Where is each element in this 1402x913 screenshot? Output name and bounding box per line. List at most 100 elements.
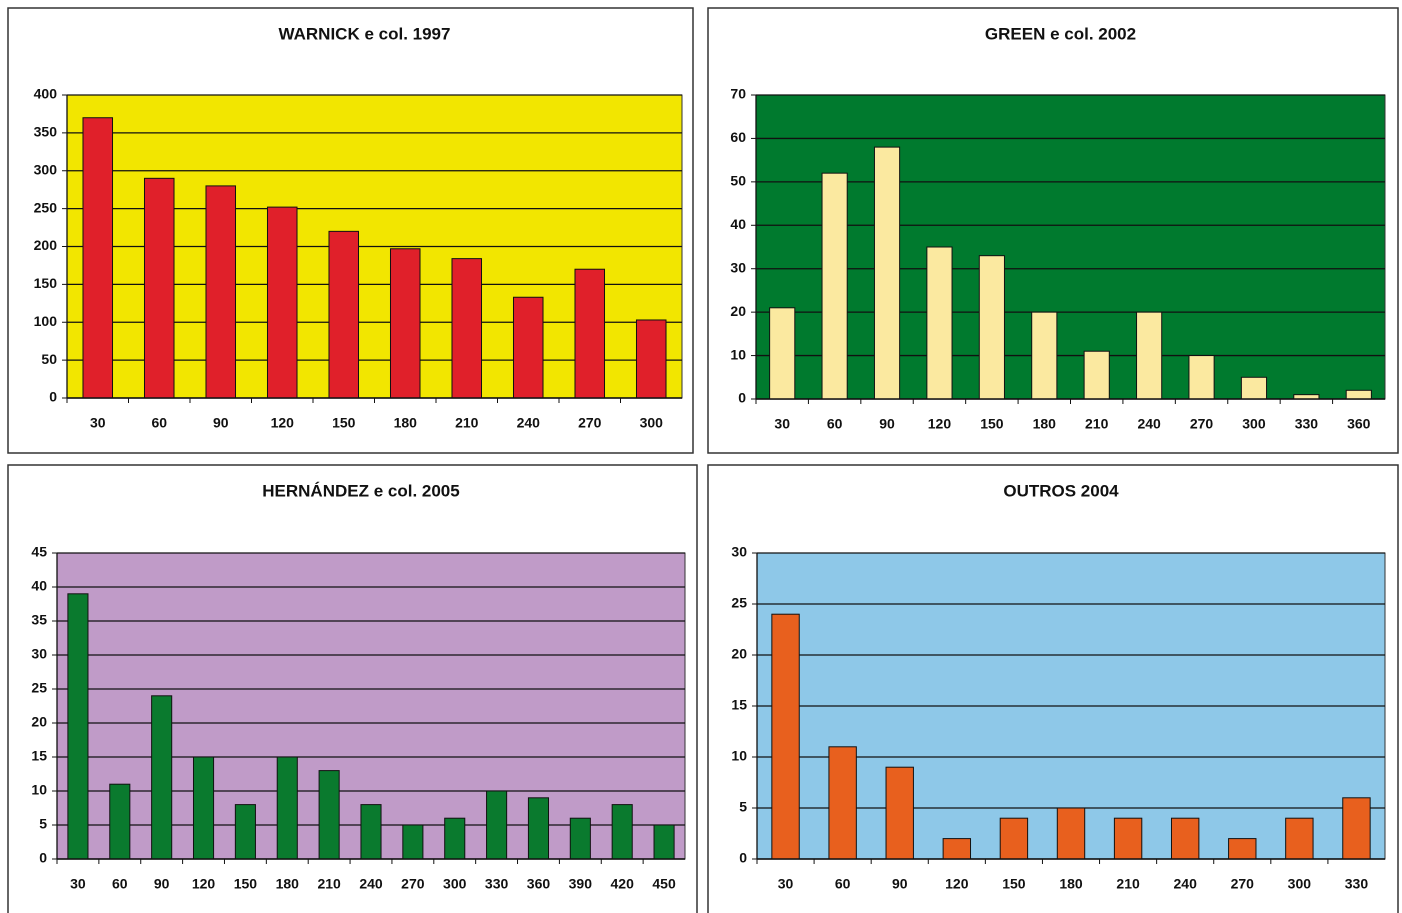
x-tick-label: 180 [394, 415, 418, 431]
x-tick-label: 180 [1059, 876, 1083, 892]
x-tick-label: 60 [112, 876, 128, 892]
bar [192, 756, 215, 860]
bar [360, 804, 382, 860]
y-tick-label: 10 [730, 346, 746, 362]
x-tick-label: 300 [640, 415, 664, 431]
chart-title: GREEN e col. 2002 [985, 24, 1136, 43]
bar [67, 593, 89, 860]
bar [635, 319, 667, 399]
x-tick-label: 450 [652, 876, 676, 892]
x-tick-label: 90 [213, 415, 229, 431]
x-tick-label: 270 [401, 876, 425, 892]
y-tick-label: 5 [739, 799, 747, 815]
x-tick-label: 120 [271, 415, 295, 431]
x-tick-label: 210 [455, 415, 479, 431]
bar [328, 230, 360, 399]
x-tick-label: 90 [879, 416, 895, 432]
y-tick-label: 350 [34, 124, 58, 140]
x-tick-label: 420 [611, 876, 635, 892]
bar [1170, 817, 1200, 860]
x-tick-label: 60 [151, 415, 167, 431]
y-tick-label: 70 [730, 86, 746, 102]
x-tick-label: 150 [332, 415, 356, 431]
x-tick-label: 240 [359, 876, 383, 892]
x-tick-label: 60 [827, 416, 843, 432]
x-tick-label: 30 [774, 416, 790, 432]
y-tick-label: 25 [31, 680, 47, 696]
y-tick-label: 30 [730, 259, 746, 275]
bar [574, 268, 606, 399]
y-tick-label: 30 [731, 544, 747, 560]
y-tick-label: 20 [730, 303, 746, 319]
x-tick-label: 240 [1137, 416, 1161, 432]
x-tick-label: 90 [154, 876, 170, 892]
bar [266, 206, 298, 399]
bar [1345, 389, 1372, 400]
bar [82, 117, 114, 399]
bar [318, 770, 340, 860]
y-tick-label: 400 [34, 86, 58, 102]
bar [771, 613, 800, 860]
x-tick-label: 270 [1190, 416, 1214, 432]
bar [1136, 311, 1163, 400]
bar [151, 695, 173, 860]
bar [1228, 838, 1257, 860]
y-tick-label: 50 [730, 173, 746, 189]
bar [1285, 817, 1314, 860]
bar [389, 248, 421, 399]
x-tick-label: 300 [1242, 416, 1266, 432]
bar [1240, 376, 1268, 400]
bar [942, 838, 972, 860]
y-tick-label: 150 [34, 275, 58, 291]
y-tick-label: 10 [731, 748, 747, 764]
plot-area [755, 94, 1386, 400]
x-tick-label: 30 [778, 876, 794, 892]
x-tick-label: 30 [70, 876, 86, 892]
y-tick-label: 250 [34, 199, 58, 215]
bar [569, 817, 591, 860]
x-tick-label: 90 [892, 876, 908, 892]
bar [1056, 807, 1086, 860]
x-tick-label: 270 [578, 415, 602, 431]
x-tick-label: 150 [980, 416, 1004, 432]
x-tick-label: 300 [443, 876, 467, 892]
bar [143, 177, 175, 399]
bar [402, 824, 424, 860]
y-tick-label: 0 [738, 390, 746, 406]
y-tick-label: 0 [739, 850, 747, 866]
y-tick-label: 0 [39, 850, 47, 866]
y-tick-label: 45 [31, 544, 47, 560]
x-tick-label: 270 [1231, 876, 1255, 892]
x-tick-label: 240 [517, 415, 541, 431]
y-tick-label: 35 [31, 612, 47, 628]
bar [1113, 817, 1143, 860]
y-tick-label: 40 [730, 216, 746, 232]
x-tick-label: 120 [928, 416, 952, 432]
bar [234, 804, 256, 860]
y-tick-label: 300 [34, 161, 58, 177]
bar [527, 797, 550, 860]
bar [512, 296, 544, 399]
x-tick-label: 360 [527, 876, 551, 892]
x-tick-label: 30 [90, 415, 106, 431]
bar [276, 756, 298, 860]
y-tick-label: 20 [731, 646, 747, 662]
bar [978, 255, 1005, 400]
bar [611, 804, 633, 860]
y-tick-label: 0 [49, 389, 57, 405]
x-tick-label: 150 [1002, 876, 1026, 892]
y-tick-label: 5 [39, 816, 47, 832]
bar [769, 307, 796, 400]
x-tick-label: 120 [945, 876, 969, 892]
bar [999, 817, 1029, 860]
y-tick-label: 40 [31, 578, 47, 594]
y-tick-label: 10 [31, 782, 47, 798]
bar [444, 817, 466, 860]
x-tick-label: 330 [1345, 876, 1369, 892]
bar [205, 185, 237, 399]
x-tick-label: 390 [569, 876, 593, 892]
x-tick-label: 60 [835, 876, 851, 892]
x-tick-label: 330 [485, 876, 509, 892]
x-tick-label: 180 [276, 876, 300, 892]
